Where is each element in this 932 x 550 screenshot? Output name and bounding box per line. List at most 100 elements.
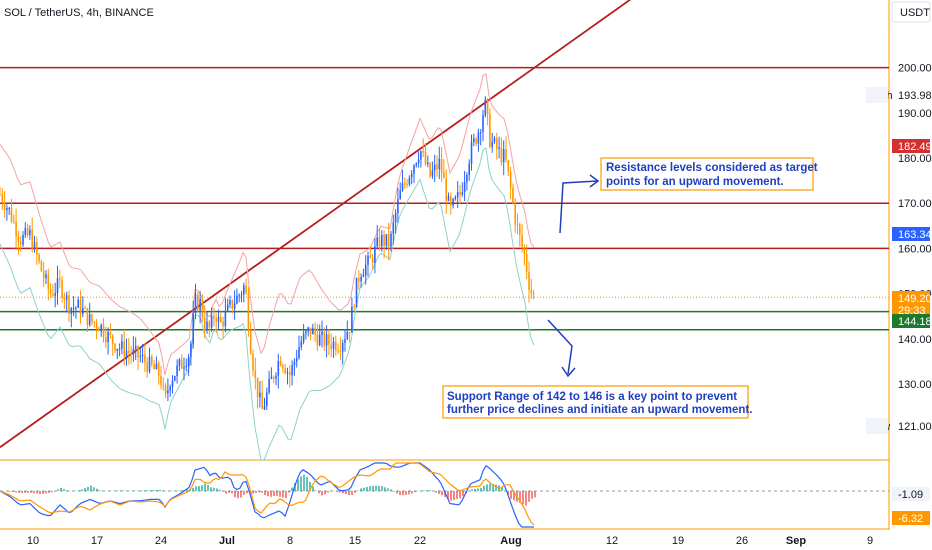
candle-body: [79, 299, 82, 315]
time-axis[interactable]: 10 17 24 Jul 8 15 22 Aug 12 19 26 Sep 9: [27, 535, 873, 547]
macd-histogram-bar: [117, 490, 119, 491]
candle-body: [268, 378, 270, 393]
resistance-note-line1: Resistance levels considered as target: [606, 162, 818, 174]
macd-histogram-bar: [27, 491, 29, 493]
macd-histogram-bar: [213, 487, 215, 491]
candle-body: [114, 343, 116, 351]
price-tick-label: 180.00: [898, 153, 932, 165]
candle-body: [429, 162, 431, 177]
macd-histogram-bar: [45, 491, 47, 494]
support-note-box[interactable]: [442, 385, 749, 419]
macd-histogram-bar: [261, 491, 263, 493]
candle-body: [100, 324, 102, 332]
macd-histogram-bar: [225, 491, 227, 494]
macd-histogram-bar: [84, 488, 86, 491]
candle-body: [192, 313, 194, 344]
price-axis[interactable]: 130.00140.00150.00160.00170.00180.00190.…: [898, 63, 932, 391]
candle-body: [420, 151, 422, 160]
candle-body: [289, 372, 291, 376]
macd-histogram-bar: [372, 485, 374, 491]
macd-value-badge: [892, 511, 930, 525]
candle-body: [183, 367, 185, 369]
candle-body: [29, 229, 31, 236]
candle-body: [376, 237, 378, 247]
candle-body: [454, 197, 457, 200]
macd-histogram-bar: [87, 486, 89, 491]
candle-body: [109, 331, 112, 336]
candle-body: [118, 348, 121, 350]
candle-body: [217, 316, 220, 322]
candle-body: [364, 264, 367, 276]
resistance-note-box[interactable]: [600, 157, 814, 191]
candle-body: [42, 271, 45, 279]
macd-histogram-bar: [264, 491, 266, 496]
macd-histogram-bar: [414, 491, 416, 493]
macd-histogram-bar: [354, 491, 356, 493]
candle-body: [341, 342, 344, 352]
candle-body: [355, 277, 358, 308]
candle-body: [98, 328, 100, 332]
resistance-note-line2: points for an upward movement.: [606, 176, 784, 188]
candle-body: [385, 234, 388, 246]
candle-body: [284, 368, 286, 374]
candle-body: [231, 300, 234, 309]
macd-histogram-bar: [426, 490, 428, 491]
candle-body: [493, 138, 496, 142]
time-tick-label: 9: [867, 535, 873, 547]
candle-body: [15, 221, 17, 237]
candle-body: [519, 224, 521, 235]
candle-body: [213, 315, 215, 319]
candle-body: [125, 350, 128, 357]
candle-body: [26, 228, 29, 236]
candle-body: [3, 202, 6, 211]
candle-body: [424, 151, 427, 164]
candle-body: [70, 308, 73, 314]
macd-histogram-bar: [456, 491, 458, 499]
drawing-layer: [0, 0, 889, 449]
macd-histogram-bar: [471, 489, 473, 491]
macd-histogram-bar: [78, 490, 80, 491]
candle-body: [206, 321, 208, 331]
macd-histogram-bar: [243, 491, 245, 495]
macd-histogram-bar: [528, 491, 530, 502]
candle-body: [116, 348, 119, 351]
macd-histogram-bar: [96, 488, 98, 491]
candle-body: [302, 333, 305, 342]
candle-body: [496, 138, 498, 149]
candle-body: [176, 365, 178, 377]
macd-histogram-bar: [399, 491, 401, 496]
candle-body: [65, 295, 68, 300]
candle-body: [72, 307, 75, 309]
candle-body: [6, 208, 8, 211]
macd-histogram-bar: [525, 491, 527, 506]
candle-body: [525, 254, 528, 272]
candle-body: [330, 344, 332, 350]
candle-body: [167, 390, 169, 394]
currency-badge[interactable]: [891, 1, 931, 23]
macd-histogram-bar: [450, 491, 452, 501]
price-tick-label: 140.00: [898, 334, 932, 346]
candle-body: [312, 328, 314, 335]
bb-upper-band: [0, 73, 535, 376]
macd-histogram-bar: [405, 491, 407, 495]
candle-body: [91, 314, 93, 322]
macd-histogram-bar: [519, 491, 521, 504]
candle-body: [185, 365, 188, 368]
macd-histogram-bar: [30, 491, 32, 493]
candle-body: [408, 177, 411, 185]
candle-body: [180, 359, 183, 369]
macd-histogram-bar: [291, 487, 293, 491]
candle-body: [178, 359, 181, 366]
macd-histogram-bar: [486, 484, 488, 491]
candle-body: [102, 324, 105, 338]
macd-histogram-bar: [210, 487, 212, 491]
candle-body: [463, 182, 466, 193]
candle-body: [509, 171, 512, 188]
candle-body: [445, 178, 447, 201]
candle-body: [24, 228, 27, 235]
candle-body: [447, 196, 450, 201]
candle-body: [220, 316, 222, 322]
candle-body: [282, 365, 284, 369]
macd-histogram-bar: [402, 491, 404, 496]
